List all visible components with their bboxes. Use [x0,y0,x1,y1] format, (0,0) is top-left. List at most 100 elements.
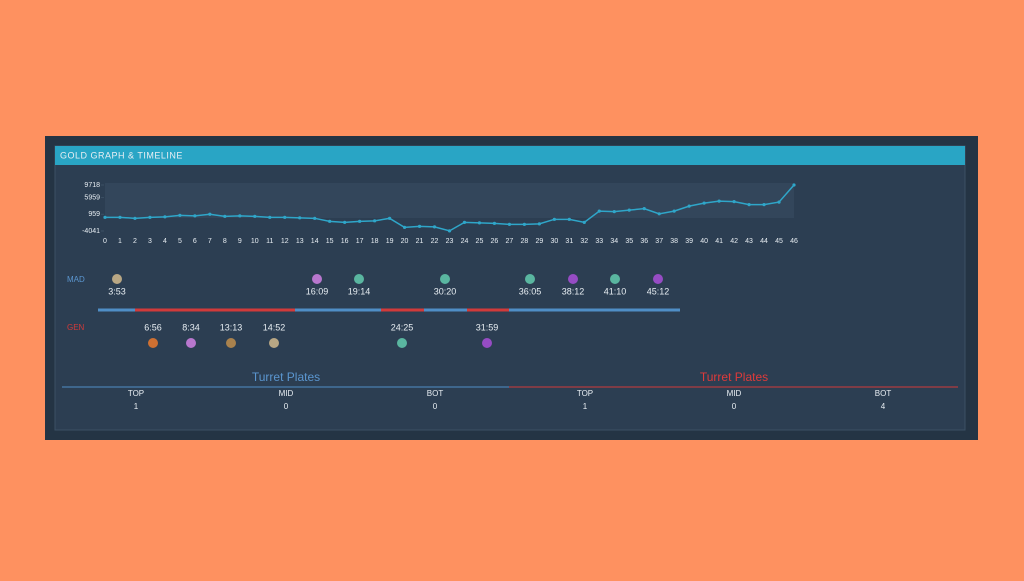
event-icon [482,338,492,348]
x-tick-label: 37 [655,238,663,245]
plates-col: TOP [128,389,144,398]
point [792,183,796,187]
point [642,207,646,211]
x-tick-label: 43 [745,238,753,245]
x-tick-label: 12 [281,238,289,245]
x-tick-label: 10 [251,238,259,245]
x-tick-label: 30 [550,238,558,245]
x-tick-label: 27 [506,238,514,245]
point [612,210,616,214]
x-tick-label: 22 [431,238,439,245]
header-bar [55,146,965,165]
point [687,204,691,208]
plates-title: Turret Plates [700,370,768,384]
x-tick-label: 24 [461,238,469,245]
x-tick-label: 40 [700,238,708,245]
plot-bg [105,183,794,218]
event-time: 31:59 [476,322,499,332]
x-tick-label: 4 [163,238,167,245]
event-icon [112,274,122,284]
x-tick-label: 32 [580,238,588,245]
x-tick-label: 42 [730,238,738,245]
x-tick-label: 2 [133,238,137,245]
x-tick-label: 23 [446,238,454,245]
point [702,201,706,205]
x-tick-label: 7 [208,238,212,245]
x-tick-label: 21 [416,238,424,245]
y-tick-label: 5959 [84,194,100,201]
event-icon [525,274,535,284]
event-time: 16:09 [306,286,329,296]
event-time: 3:53 [108,286,126,296]
x-tick-label: 34 [610,238,618,245]
point [253,214,257,218]
plates-col: MID [279,389,294,398]
point [118,215,122,219]
plates-value: 4 [881,402,886,411]
point [163,215,167,219]
event-icon [568,274,578,284]
x-tick-label: 5 [178,238,182,245]
team-label: GEN [67,323,85,332]
x-tick-label: 15 [326,238,334,245]
point [178,213,182,217]
event-icon [148,338,158,348]
x-tick-label: 14 [311,238,319,245]
plates-col: BOT [875,389,892,398]
point [777,200,781,204]
point [552,217,556,221]
point [462,220,467,224]
x-tick-label: 31 [565,238,573,245]
x-tick-label: 16 [341,238,349,245]
point [657,212,661,216]
point [627,208,631,212]
event-time: 8:34 [182,322,200,332]
point [492,221,497,225]
point [358,219,362,223]
x-tick-label: 19 [386,238,394,245]
point [133,216,137,220]
point [268,215,272,219]
x-tick-label: 26 [491,238,499,245]
point [567,217,571,221]
point [402,225,407,229]
event-icon [440,274,450,284]
x-tick-label: 8 [223,238,227,245]
x-tick-label: 29 [535,238,543,245]
x-tick-label: 3 [148,238,152,245]
event-icon [653,274,663,284]
event-time: 6:56 [144,322,162,332]
x-tick-label: 35 [625,238,633,245]
plates-value: 1 [583,402,588,411]
point [328,219,332,223]
event-time: 38:12 [562,286,585,296]
point [537,222,541,226]
point [522,222,526,226]
point [103,215,107,219]
point [672,209,676,213]
x-tick-label: 20 [401,238,409,245]
event-icon [354,274,364,284]
point [732,200,736,204]
point [387,216,392,220]
plates-title: Turret Plates [252,370,320,384]
x-tick-label: 45 [775,238,783,245]
plates-col: MID [727,389,742,398]
plates-value: 1 [134,402,139,411]
y-tick-label: 959 [88,211,100,218]
x-tick-label: 25 [476,238,484,245]
x-tick-label: 18 [371,238,379,245]
point [597,209,601,213]
x-tick-label: 46 [790,238,798,245]
point [223,214,227,218]
x-tick-label: 38 [670,238,678,245]
event-time: 14:52 [263,322,286,332]
point [373,219,377,223]
x-tick-label: 36 [640,238,648,245]
plates-col: BOT [427,389,444,398]
x-tick-label: 39 [685,238,693,245]
point [313,216,317,220]
event-icon [610,274,620,284]
